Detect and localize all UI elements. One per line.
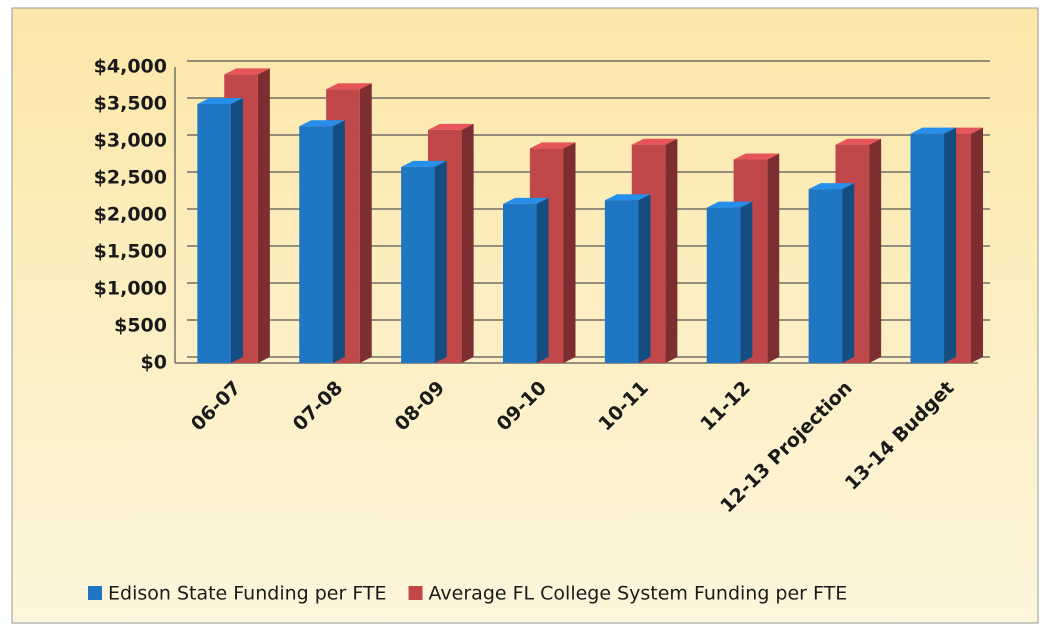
legend: Edison State Funding per FTE Average FL C…	[88, 583, 847, 605]
bar-side	[434, 160, 447, 363]
y-tick-label: $500	[114, 315, 167, 337]
y-tick-label: $3,000	[94, 130, 167, 152]
bar	[197, 104, 231, 363]
legend-label: Edison State Funding per FTE	[108, 583, 387, 605]
bar	[502, 203, 537, 363]
bar-top	[502, 197, 549, 204]
bar-top	[224, 68, 270, 75]
bar-top	[631, 138, 678, 145]
bar-top	[529, 142, 576, 149]
bar	[706, 207, 741, 363]
bar-side	[230, 98, 243, 363]
bar-side	[842, 183, 855, 363]
bar-top	[706, 201, 753, 208]
bar-side	[740, 201, 753, 363]
bar-side	[536, 197, 549, 363]
bar-side	[563, 142, 576, 363]
bar-side	[332, 120, 345, 363]
bar-top	[197, 98, 243, 104]
bar-side	[257, 68, 270, 364]
bar-top	[299, 120, 345, 127]
y-tick-label: $2,000	[94, 204, 167, 226]
bar	[604, 200, 639, 363]
bar-side	[461, 123, 474, 364]
y-tick-label: $0	[141, 352, 167, 374]
legend-swatch	[88, 586, 102, 600]
y-tick-label: $1,000	[94, 278, 167, 300]
bar	[808, 189, 843, 363]
bar	[401, 166, 435, 363]
bar-top	[808, 183, 855, 190]
legend-swatch	[408, 586, 423, 600]
bar-top	[401, 160, 447, 167]
bar-top	[910, 127, 957, 134]
bar	[299, 126, 333, 363]
bar-top	[604, 194, 651, 201]
y-tick-label: $3,500	[94, 93, 167, 115]
bar-top	[733, 153, 780, 160]
bar	[910, 133, 945, 363]
legend-label: Average FL College System Funding per FT…	[429, 583, 848, 605]
y-tick-label: $1,500	[94, 241, 167, 263]
bar-side	[638, 194, 651, 363]
bar-top	[326, 83, 372, 90]
bar-side	[359, 83, 372, 363]
bar-side	[971, 127, 984, 363]
bar-top	[428, 123, 474, 130]
bar-side	[665, 138, 678, 363]
bar-side	[767, 153, 780, 363]
y-tick-label: $2,500	[94, 167, 167, 189]
bar-side	[869, 138, 882, 363]
y-tick-label: $4,000	[94, 56, 167, 78]
bar-top	[835, 138, 882, 145]
bar-side	[944, 127, 957, 363]
